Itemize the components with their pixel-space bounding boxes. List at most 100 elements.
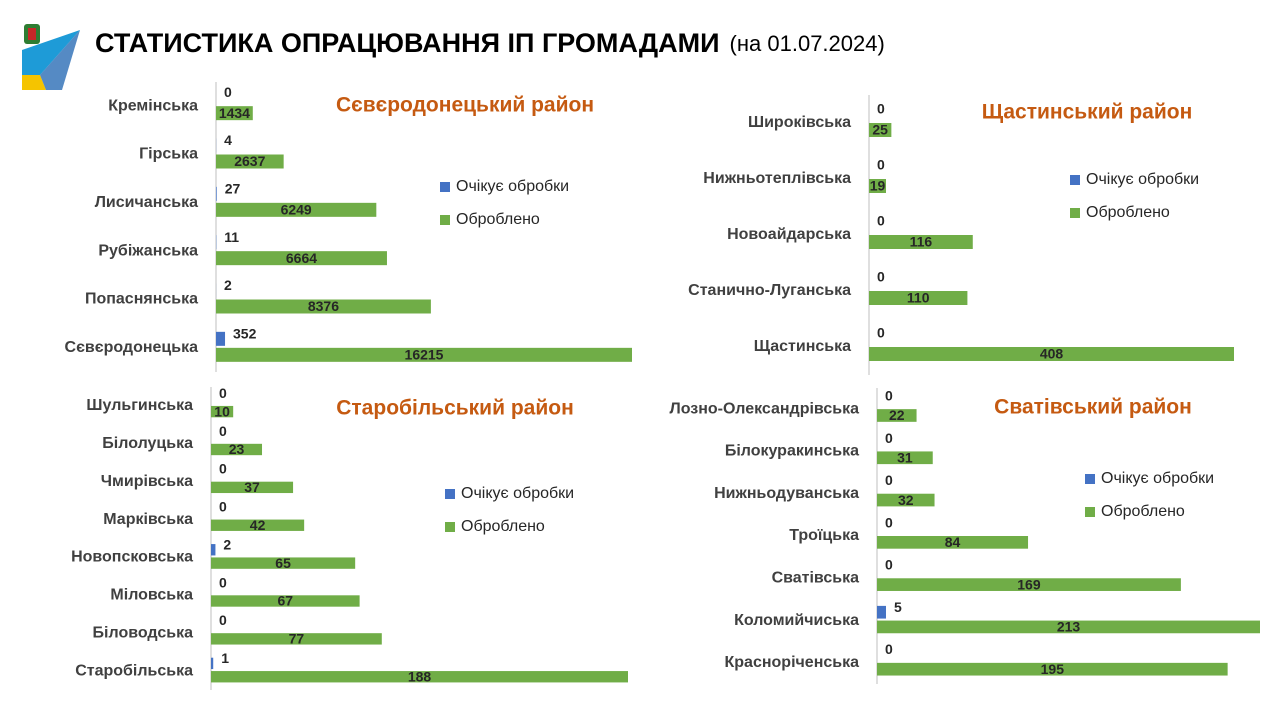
- value-label: 195: [1041, 661, 1065, 677]
- category-label: Новопсковська: [71, 549, 193, 566]
- value-label: 84: [945, 534, 961, 550]
- value-label: 42: [250, 517, 266, 533]
- bar-processed: [216, 347, 632, 362]
- value-label: 0: [885, 430, 893, 446]
- category-label: Красноріченська: [725, 654, 860, 671]
- legend-label: Оброблено: [1086, 204, 1170, 221]
- category-label: Біловодська: [93, 624, 194, 641]
- value-label: 0: [224, 84, 232, 100]
- bar-processed: [869, 179, 886, 193]
- slide-title: СТАТИСТИКА ОПРАЦЮВАННЯ ІП ГРОМАДАМИ (на 0…: [95, 28, 885, 58]
- value-label: 0: [885, 557, 893, 573]
- category-label: Кремінська: [108, 97, 198, 114]
- legend-label: Оброблено: [456, 211, 540, 228]
- legend-swatch: [440, 215, 450, 225]
- panel-title: Сватівський район: [994, 396, 1192, 419]
- bar-processed: [877, 620, 1260, 634]
- value-label: 0: [219, 461, 227, 477]
- category-label: Білолуцька: [102, 435, 193, 452]
- bar-processed: [211, 519, 305, 531]
- category-label: Міловська: [110, 587, 193, 604]
- bar-processed: [216, 154, 284, 169]
- category-label: Лисичанська: [95, 194, 198, 211]
- value-label: 37: [244, 479, 260, 495]
- bar-processed: [869, 347, 1234, 361]
- legend-label: Оброблено: [1101, 503, 1185, 520]
- value-label: 0: [885, 472, 893, 488]
- value-label: 67: [278, 593, 294, 609]
- category-label: Лозно-Олександрівська: [670, 400, 860, 417]
- value-label: 169: [1017, 576, 1041, 592]
- category-label: Сватівська: [772, 570, 860, 587]
- category-label: Марківська: [103, 511, 193, 528]
- category-label: Щастинська: [754, 338, 851, 355]
- value-label: 27: [225, 181, 241, 197]
- category-label: Сєвєродонецька: [65, 339, 199, 356]
- bar-processed: [877, 451, 933, 465]
- panel-title: Сєвєродонецький район: [336, 94, 594, 117]
- value-label: 0: [219, 499, 227, 515]
- bar-processed: [869, 291, 968, 305]
- bar-processed: [211, 405, 234, 418]
- legend-label: Очікує обробки: [1101, 470, 1214, 487]
- category-label: Новоайдарська: [727, 226, 851, 243]
- bar-pending: [877, 605, 886, 619]
- value-label: 22: [889, 407, 905, 423]
- legend-swatch: [440, 182, 450, 192]
- value-label: 65: [275, 555, 291, 571]
- bar-processed: [877, 409, 917, 422]
- bar-processed: [877, 536, 1029, 549]
- bar-processed: [211, 481, 294, 494]
- value-label: 1: [221, 650, 229, 666]
- value-label: 11: [224, 229, 239, 245]
- value-label: 23: [229, 441, 245, 457]
- value-label: 2: [224, 277, 232, 293]
- bar-pending: [211, 544, 216, 556]
- value-label: 0: [219, 423, 227, 439]
- bar-processed: [216, 202, 377, 217]
- category-label: Нижньодуванська: [714, 485, 859, 502]
- value-label: 0: [219, 574, 227, 590]
- value-label: 0: [877, 269, 885, 285]
- value-label: 213: [1057, 619, 1081, 635]
- legend-swatch: [1085, 507, 1095, 517]
- value-label: 0: [885, 388, 893, 404]
- value-label: 6249: [281, 202, 312, 218]
- legend-label: Очікує обробки: [461, 485, 574, 502]
- value-label: 352: [233, 326, 257, 342]
- legend-label: Очікує обробки: [1086, 171, 1199, 188]
- category-label: Троїцька: [789, 527, 859, 544]
- legend-swatch: [1070, 175, 1080, 185]
- bar-processed: [211, 595, 360, 607]
- value-label: 0: [885, 641, 893, 657]
- bar-processed: [211, 443, 263, 456]
- value-label: 408: [1040, 346, 1064, 362]
- value-label: 4: [224, 132, 232, 148]
- value-label: 10: [214, 403, 230, 419]
- value-label: 77: [289, 631, 305, 647]
- category-label: Коломийчиська: [734, 612, 859, 629]
- category-label: Шульгинська: [86, 397, 193, 414]
- value-label: 0: [877, 101, 885, 117]
- category-label: Нижньотеплівська: [703, 170, 851, 187]
- legend-label: Оброблено: [461, 518, 545, 535]
- legend-swatch: [1085, 474, 1095, 484]
- value-label: 0: [877, 213, 885, 229]
- category-label: Чмирівська: [101, 473, 193, 490]
- legend-label: Очікує обробки: [456, 178, 569, 195]
- panel-title: Старобільський район: [336, 397, 574, 420]
- subtitle: (на 01.07.2024): [730, 31, 885, 56]
- value-label: 0: [219, 385, 227, 401]
- bar-processed: [869, 235, 973, 249]
- bar-processed: [216, 251, 387, 266]
- value-label: 16215: [405, 347, 444, 363]
- value-label: 1434: [219, 105, 250, 121]
- value-label: 32: [898, 492, 914, 508]
- category-label: Широківська: [748, 114, 851, 131]
- value-label: 0: [885, 514, 893, 530]
- value-label: 8376: [308, 298, 339, 314]
- category-label: Білокуракинська: [725, 443, 859, 460]
- bar-pending: [211, 657, 214, 670]
- value-label: 2637: [234, 153, 265, 169]
